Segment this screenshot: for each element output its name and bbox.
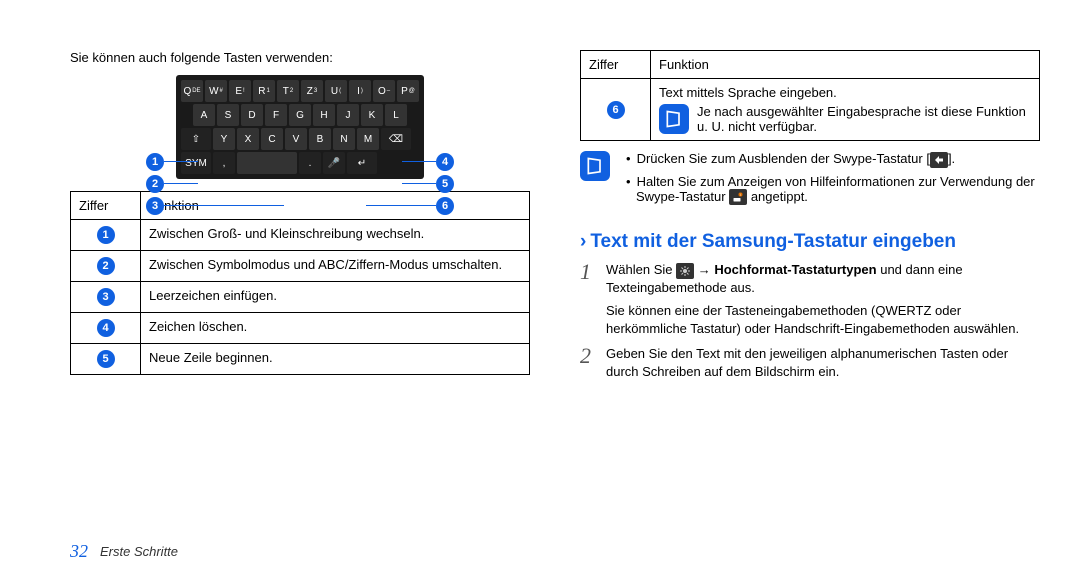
function-table-right: Ziffer Funktion 6 Text mittels Sprache e… — [580, 50, 1040, 141]
table-row-num: 6 — [581, 79, 651, 141]
key: I) — [349, 80, 371, 102]
key: R1 — [253, 80, 275, 102]
key: P@ — [397, 80, 419, 102]
keyboard-figure: QDEW#E!R1T2Z3U(I)O–P@ ASDFGHJKL ⇧YXCVBNM… — [176, 75, 424, 179]
key: M — [357, 128, 379, 150]
tip-item: Halten Sie zum Anzeigen von Hilfeinforma… — [626, 174, 1040, 206]
th-funktion-r: Funktion — [651, 51, 1040, 79]
marker-badge: 6 — [436, 197, 454, 215]
note-icon — [659, 104, 689, 134]
num-badge: 4 — [97, 319, 115, 337]
chapter-name: Erste Schritte — [100, 544, 178, 559]
table-row: 3 Leerzeichen einfügen. — [71, 282, 530, 313]
key — [237, 152, 297, 174]
key: L — [385, 104, 407, 126]
marker-badge: 1 — [146, 153, 164, 171]
step-body: Geben Sie den Text mit den jeweiligen al… — [606, 345, 1040, 380]
key: Z3 — [301, 80, 323, 102]
func-text: Zwischen Symbolmodus und ABC/Ziffern-Mod… — [141, 251, 530, 282]
key: B — [309, 128, 331, 150]
function-table-left: Ziffer Funktion 1Zwischen Groß- und Klei… — [70, 191, 530, 375]
key: 🎤 — [323, 152, 345, 174]
tips-block: Drücken Sie zum Ausblenden der Swype-Tas… — [580, 151, 1040, 211]
key: F — [265, 104, 287, 126]
key: S — [217, 104, 239, 126]
step-number: 2 — [580, 345, 596, 367]
func-text: Zwischen Groß- und Kleinschreibung wechs… — [141, 220, 530, 251]
th-ziffer-r: Ziffer — [581, 51, 651, 79]
table-row: 5 Neue Zeile beginnen. — [71, 344, 530, 375]
num-badge: 3 — [97, 288, 115, 306]
page-footer: 32 Erste Schritte — [70, 541, 178, 562]
step-body: Wählen Sie → Hochformat-Tastaturtypen un… — [606, 261, 1040, 337]
key: T2 — [277, 80, 299, 102]
key: N — [333, 128, 355, 150]
func-note: Je nach ausgewählter Eingabesprache ist … — [697, 104, 1031, 134]
key: D — [241, 104, 263, 126]
num-badge-6: 6 — [607, 101, 625, 119]
table-row: 2 Zwischen Symbolmodus und ABC/Ziffern-Mo… — [71, 251, 530, 282]
gear-icon — [676, 263, 694, 279]
func-text: Leerzeichen einfügen. — [141, 282, 530, 313]
num-badge: 1 — [97, 226, 115, 244]
key: O– — [373, 80, 395, 102]
th-ziffer: Ziffer — [71, 192, 141, 220]
keyboard: QDEW#E!R1T2Z3U(I)O–P@ ASDFGHJKL ⇧YXCVBNM… — [176, 75, 424, 179]
page-number: 32 — [70, 541, 88, 562]
func-line1: Text mittels Sprache eingeben. — [659, 85, 1031, 100]
marker-badge: 5 — [436, 175, 454, 193]
key: ↵ — [347, 152, 377, 174]
key: U( — [325, 80, 347, 102]
marker-badge: 4 — [436, 153, 454, 171]
table-row: 4 Zeichen löschen. — [71, 313, 530, 344]
marker-badge: 2 — [146, 175, 164, 193]
num-badge: 5 — [97, 350, 115, 368]
key: J — [337, 104, 359, 126]
key: Y — [213, 128, 235, 150]
intro-text: Sie können auch folgende Tasten verwende… — [70, 50, 530, 65]
right-column: Ziffer Funktion 6 Text mittels Sprache e… — [580, 50, 1040, 388]
note-icon — [580, 151, 610, 181]
table-row: 1 Zwischen Groß- und Kleinschreibung wech… — [71, 220, 530, 251]
left-column: Sie können auch folgende Tasten verwende… — [70, 50, 530, 388]
num-badge: 2 — [97, 257, 115, 275]
marker-badge: 3 — [146, 197, 164, 215]
key: A — [193, 104, 215, 126]
table-row-func: Text mittels Sprache eingeben. Je nach a… — [651, 79, 1040, 141]
step-number: 1 — [580, 261, 596, 283]
key: X — [237, 128, 259, 150]
section-heading: ›Text mit der Samsung-Tastatur eingeben — [580, 231, 1040, 253]
key: SYM — [181, 152, 211, 174]
key: C — [261, 128, 283, 150]
key: ⇧ — [181, 128, 211, 150]
info-key-icon: i — [729, 189, 747, 205]
tip-item: Drücken Sie zum Ausblenden der Swype-Tas… — [626, 151, 1040, 168]
step: 1 Wählen Sie → Hochformat-Tastaturtypen u… — [580, 261, 1040, 337]
key: H — [313, 104, 335, 126]
key: . — [299, 152, 321, 174]
key: ⌫ — [381, 128, 411, 150]
back-icon — [930, 152, 948, 168]
key: QDE — [181, 80, 203, 102]
key: K — [361, 104, 383, 126]
step: 2 Geben Sie den Text mit den jeweiligen a… — [580, 345, 1040, 380]
key: , — [213, 152, 235, 174]
key: V — [285, 128, 307, 150]
func-text: Neue Zeile beginnen. — [141, 344, 530, 375]
key: W# — [205, 80, 227, 102]
key: G — [289, 104, 311, 126]
key: E! — [229, 80, 251, 102]
func-text: Zeichen löschen. — [141, 313, 530, 344]
